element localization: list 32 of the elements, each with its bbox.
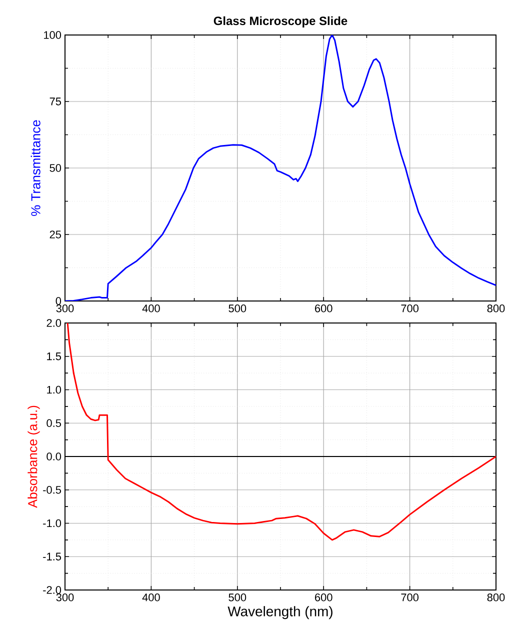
y-tick-label: 0.5 (46, 419, 62, 427)
y-tick-label: 50 (50, 164, 62, 172)
y-tick-label: 100 (44, 31, 62, 39)
x-tick-label: 400 (142, 304, 160, 312)
y-tick-label: 1.5 (47, 352, 62, 360)
y-tick-label: 25 (50, 230, 62, 238)
x-tick-label: 800 (487, 594, 505, 602)
x-tick-label: 800 (487, 304, 505, 312)
x-tick-label: 500 (228, 304, 246, 312)
x-tick-label: 700 (401, 594, 418, 602)
line-series (65, 34, 496, 301)
y-tick-label: -1.5 (43, 552, 62, 560)
x-tick-label: 400 (142, 594, 160, 602)
x-tick-label: 300 (56, 304, 74, 312)
x-tick-label: 700 (401, 304, 418, 312)
chart-title: Glass Microscope Slide (214, 16, 348, 28)
y-tick-label: 1.0 (47, 386, 62, 394)
y-tick-label: -1.0 (43, 519, 62, 528)
y-tick-label: 2.0 (46, 319, 62, 327)
y-tick-label: -0.5 (43, 486, 62, 494)
x-tick-label: 600 (315, 304, 332, 312)
y-tick-label: 75 (50, 98, 62, 106)
x-tick-label: 300 (56, 594, 74, 602)
y-axis-title: % Transmittance (30, 120, 40, 216)
line-series (66, 322, 496, 541)
x-tick-label: 500 (228, 594, 246, 602)
y-tick-label: 0.0 (46, 452, 62, 460)
x-axis-title: Wavelength (nm) (228, 606, 332, 620)
y-tick-label: 0 (56, 297, 62, 305)
x-tick-label: 600 (315, 594, 332, 602)
y-tick-label: -2.0 (43, 586, 62, 594)
y-axis-title: Absorbance (a.u.) (28, 406, 40, 508)
